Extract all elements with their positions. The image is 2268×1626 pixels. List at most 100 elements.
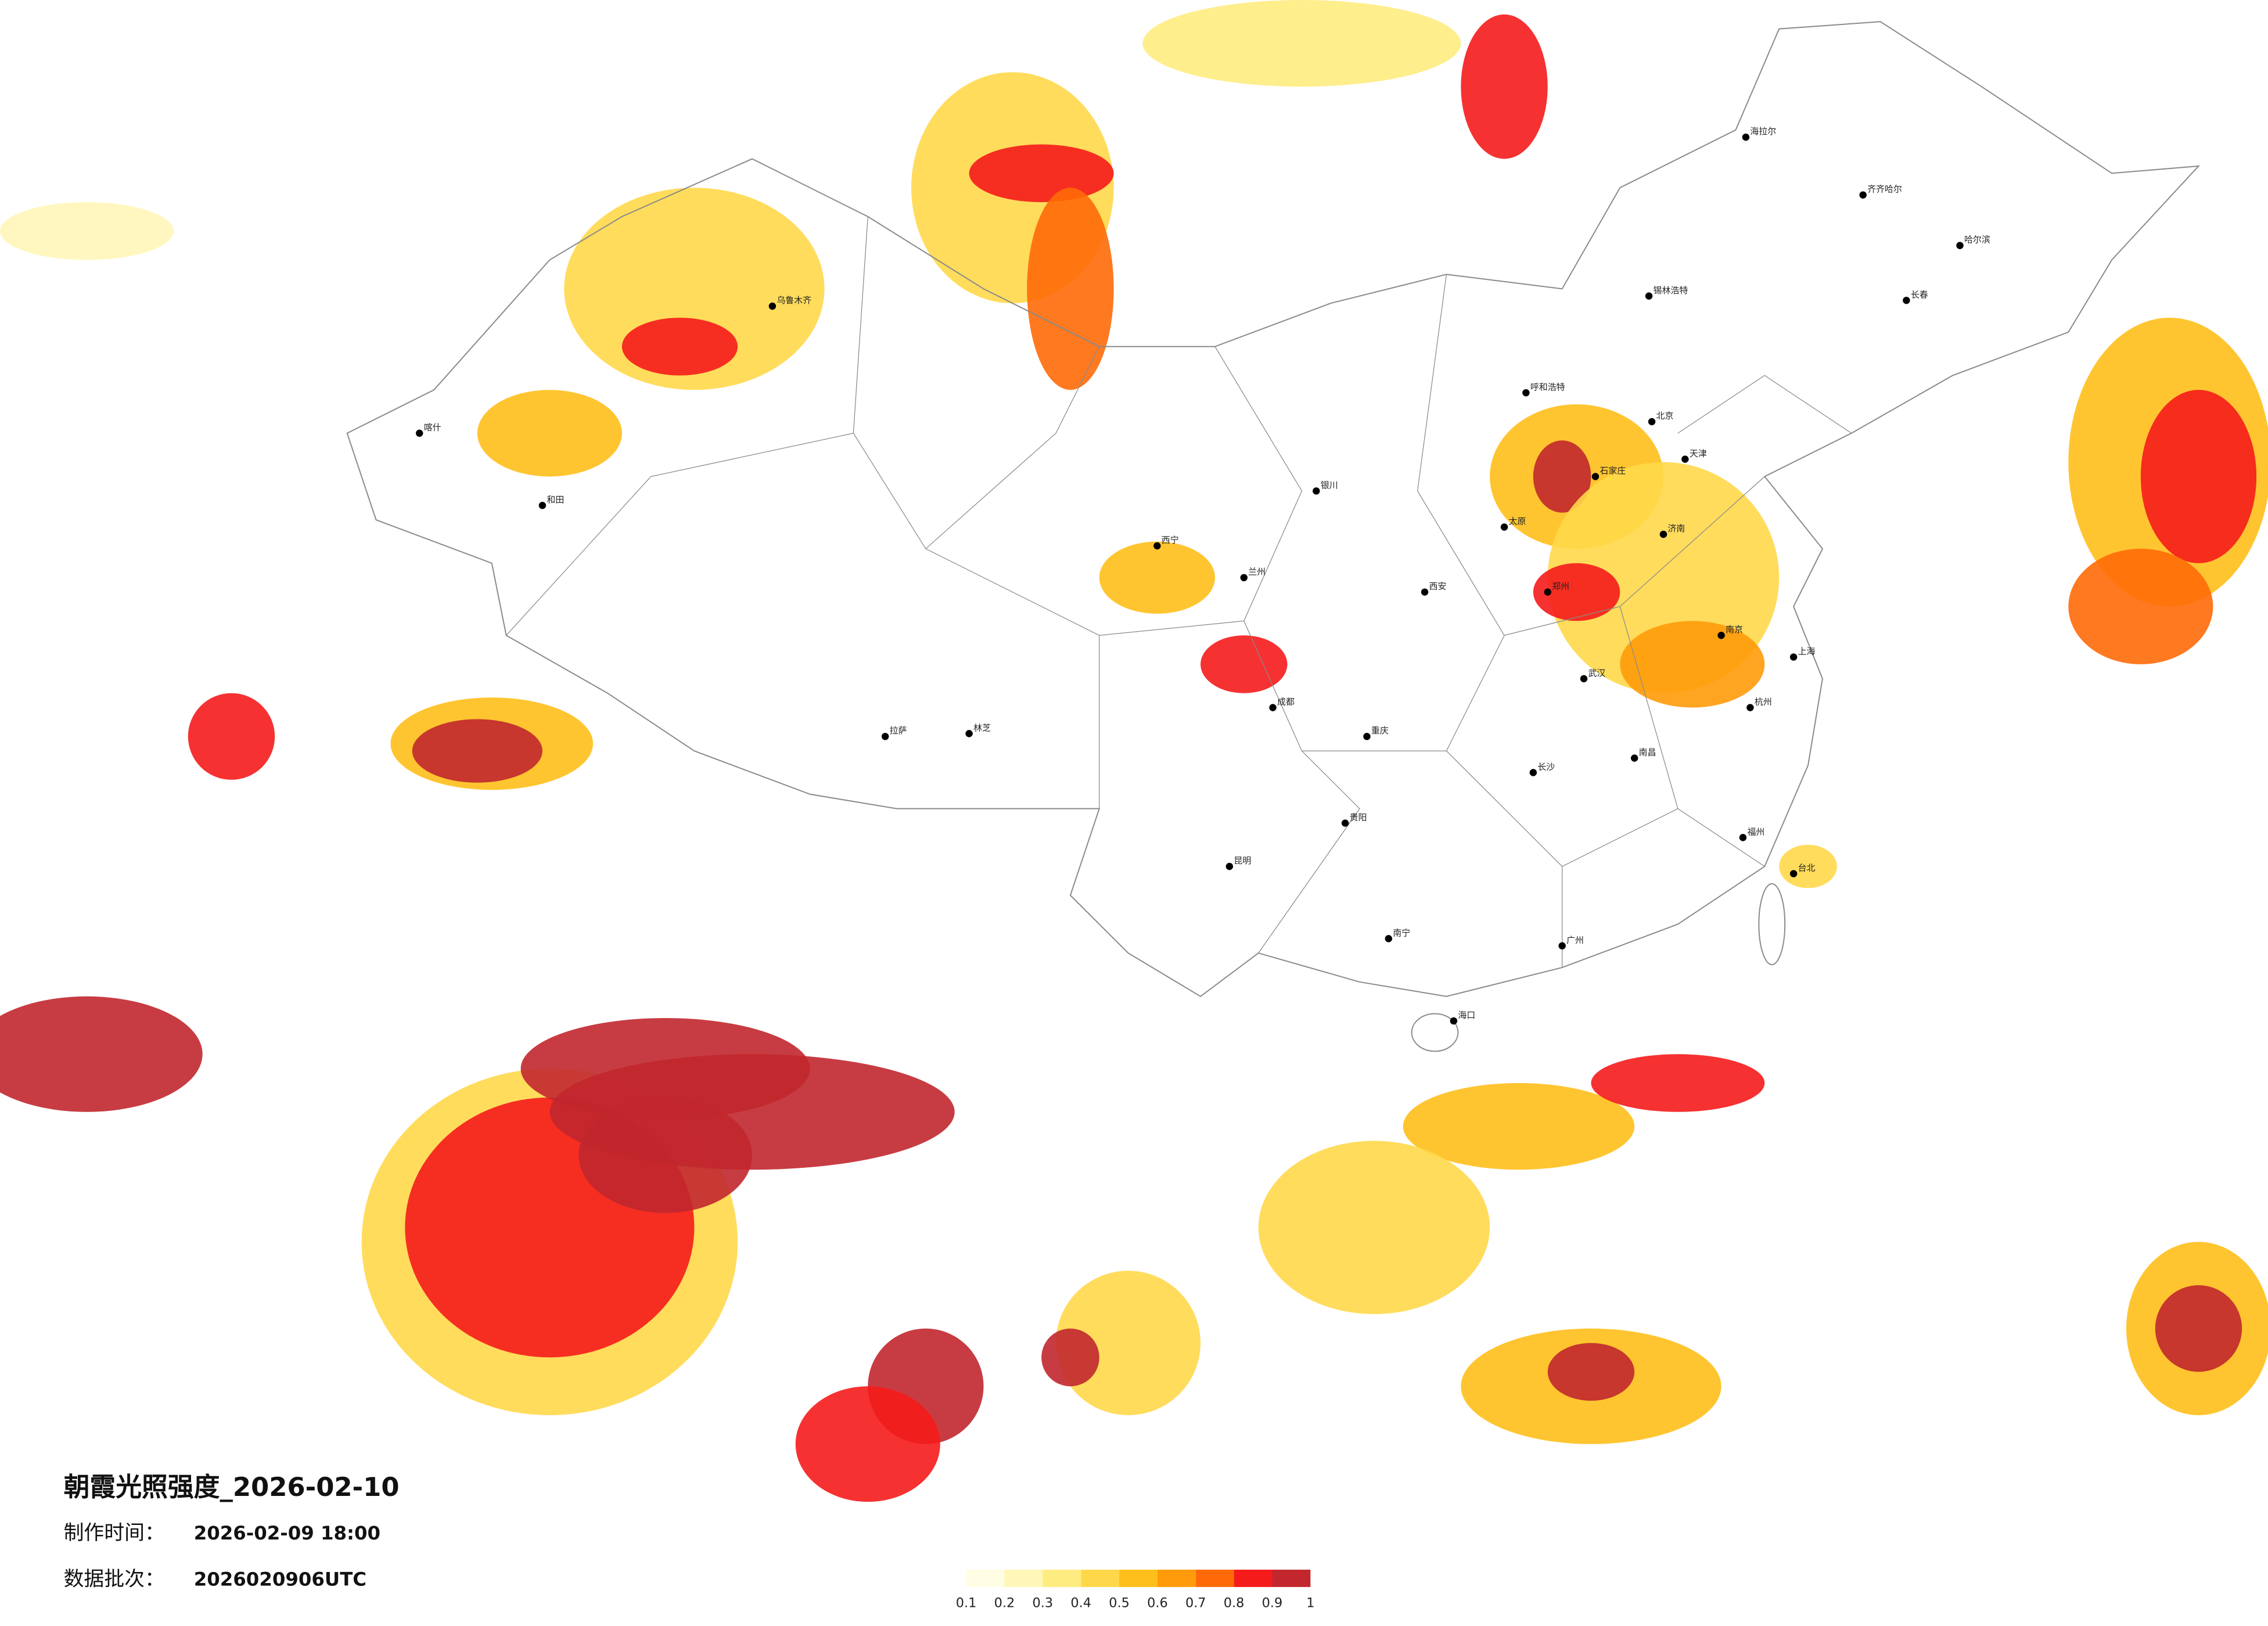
city-label: 银川 bbox=[1321, 480, 1338, 491]
intensity-patch bbox=[1591, 1054, 1765, 1112]
intensity-patch bbox=[969, 144, 1114, 203]
city-label: 兰州 bbox=[1248, 567, 1266, 577]
city-label: 拉萨 bbox=[890, 725, 907, 736]
colorbar-label: 1 bbox=[1306, 1596, 1314, 1611]
city-label: 哈尔滨 bbox=[1964, 235, 1990, 245]
intensity-patch bbox=[0, 202, 174, 260]
batch-label: 数据批次： bbox=[64, 1567, 165, 1591]
city-label: 成都 bbox=[1277, 697, 1295, 707]
city-label: 乌鲁木齐 bbox=[777, 295, 811, 305]
city-label: 台北 bbox=[1798, 862, 1816, 873]
city-label: 天津 bbox=[1690, 448, 1707, 459]
city-label: 南宁 bbox=[1393, 927, 1410, 938]
colorbar-box bbox=[966, 1570, 1005, 1587]
colorbar-box bbox=[1272, 1570, 1311, 1587]
city-label: 喀什 bbox=[424, 422, 441, 433]
city-dot bbox=[1500, 523, 1508, 531]
intensity-patch bbox=[1533, 440, 1591, 513]
city-dot bbox=[1789, 653, 1798, 661]
city-label: 福州 bbox=[1747, 826, 1764, 837]
intensity-patch bbox=[621, 318, 738, 376]
city-dot bbox=[1240, 574, 1248, 581]
island-taiwan bbox=[1758, 883, 1786, 966]
city-dot bbox=[1313, 487, 1320, 495]
colorbar-label: 0.3 bbox=[1033, 1596, 1054, 1611]
colorbar-label: 0.1 bbox=[956, 1596, 977, 1611]
city-dot bbox=[1450, 1017, 1458, 1025]
intensity-patch bbox=[1547, 1343, 1635, 1401]
city-dot bbox=[1742, 134, 1750, 141]
city-dot bbox=[1739, 834, 1747, 841]
city-dot bbox=[1746, 704, 1754, 711]
city-dot bbox=[1522, 389, 1530, 397]
city-label: 西安 bbox=[1429, 581, 1447, 592]
intensity-patch bbox=[1201, 635, 1288, 693]
batch: 2026020906UTC bbox=[194, 1568, 366, 1590]
city-dot bbox=[1648, 418, 1656, 426]
city-label: 太原 bbox=[1509, 516, 1526, 527]
intensity-patch bbox=[1403, 1083, 1635, 1170]
colorbar-box bbox=[1234, 1570, 1273, 1587]
city-label: 南昌 bbox=[1639, 747, 1656, 758]
intensity-patch bbox=[1533, 563, 1620, 621]
city-dot bbox=[1529, 769, 1537, 776]
city-dot bbox=[1659, 530, 1667, 538]
intensity-patch bbox=[1099, 541, 1215, 614]
city-dot bbox=[1421, 588, 1429, 596]
intensity-patch bbox=[1258, 1141, 1490, 1314]
city-dot bbox=[1153, 542, 1161, 550]
intensity-patch bbox=[1142, 0, 1461, 87]
city-label: 广州 bbox=[1566, 935, 1584, 945]
city-label: 南京 bbox=[1726, 624, 1743, 635]
city-dot bbox=[1580, 675, 1588, 682]
made-label: 制作时间： bbox=[64, 1521, 165, 1545]
city-label: 武汉 bbox=[1588, 668, 1605, 678]
city-label: 长沙 bbox=[1537, 761, 1555, 772]
city-label: 昆明 bbox=[1234, 855, 1251, 866]
city-dot bbox=[1269, 704, 1277, 711]
intensity-patch bbox=[188, 693, 275, 780]
colorbar-label: 0.6 bbox=[1147, 1596, 1168, 1611]
colorbar-box bbox=[1195, 1570, 1234, 1587]
colorbar-label: 0.7 bbox=[1185, 1596, 1206, 1611]
city-dot bbox=[1558, 942, 1566, 949]
city-label: 西宁 bbox=[1162, 535, 1179, 545]
city-dot bbox=[1903, 297, 1910, 304]
city-dot bbox=[1385, 935, 1393, 942]
city-dot bbox=[881, 732, 889, 740]
city-dot bbox=[1645, 292, 1653, 300]
city-dot bbox=[538, 502, 547, 509]
city-dot bbox=[1591, 473, 1600, 480]
city-dot bbox=[1681, 455, 1689, 463]
city-dot bbox=[415, 429, 423, 437]
city-label: 贵阳 bbox=[1350, 812, 1367, 822]
city-dot bbox=[1789, 870, 1798, 877]
intensity-patch bbox=[1027, 188, 1114, 390]
intensity-field bbox=[0, 0, 2268, 1502]
colorbar-label: 0.5 bbox=[1109, 1596, 1130, 1611]
city-label: 上海 bbox=[1798, 646, 1816, 656]
colorbar-box bbox=[1157, 1570, 1196, 1587]
intensity-patch bbox=[477, 390, 622, 477]
colorbar-label: 0.2 bbox=[994, 1596, 1015, 1611]
intensity-patch bbox=[1041, 1328, 1099, 1387]
colorbar-box bbox=[1119, 1570, 1158, 1587]
city-label: 石家庄 bbox=[1600, 466, 1626, 476]
intensity-patch bbox=[412, 719, 542, 783]
colorbar: 0.1 0.2 0.3 0.4 0.5 0.6 0.7 0.8 0.9 1 bbox=[956, 1570, 1314, 1611]
island-hainan bbox=[1411, 1013, 1459, 1052]
city-dot bbox=[1956, 242, 1964, 249]
city-label: 海口 bbox=[1458, 1010, 1475, 1020]
colorbar-label: 0.9 bbox=[1262, 1596, 1283, 1611]
city-dot bbox=[965, 730, 973, 738]
province-lines bbox=[506, 216, 1852, 968]
city-dot bbox=[1717, 631, 1725, 639]
city-dot bbox=[768, 302, 777, 310]
colorbar-box bbox=[1004, 1570, 1043, 1587]
city-label: 济南 bbox=[1667, 523, 1685, 534]
city-label: 郑州 bbox=[1552, 581, 1569, 592]
city-label: 重庆 bbox=[1371, 725, 1389, 736]
title: 朝霞光照强度_2026-02-10 bbox=[64, 1472, 400, 1502]
